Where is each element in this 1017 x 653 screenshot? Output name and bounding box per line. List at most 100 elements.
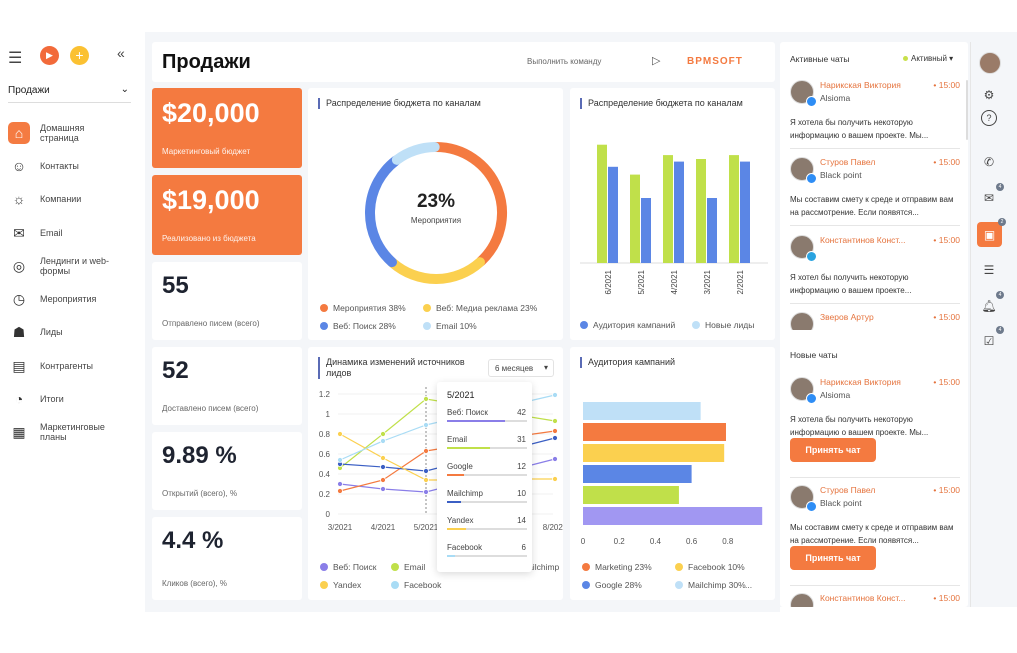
legend-item[interactable]: Mailchimp 30% — [675, 580, 746, 590]
sidebar-item[interactable]: ☗ Лиды — [8, 321, 110, 343]
data-point[interactable] — [423, 396, 429, 402]
legend-item[interactable]: Веб: Поиск 28% — [320, 321, 396, 331]
bar[interactable] — [663, 155, 673, 263]
data-point[interactable] — [552, 456, 558, 462]
chat-item[interactable]: Стуров Павел • 15:00 Black point Мы состави… — [790, 485, 960, 570]
help-icon[interactable]: ? — [981, 110, 997, 126]
legend-item[interactable]: Facebook 10% — [675, 562, 745, 572]
run-command-icon[interactable]: ▷ — [652, 55, 661, 67]
collapse-sidebar-icon[interactable]: « — [117, 45, 125, 61]
bar[interactable] — [696, 159, 706, 263]
settings-gear-icon[interactable]: ⚙ — [983, 88, 995, 102]
donut-slice[interactable] — [431, 142, 507, 267]
legend-item[interactable]: Веб: Медиа реклама 23% — [423, 303, 537, 313]
chat-item[interactable]: Константинов Конст... • 15:00 Я хотел бы п… — [790, 235, 960, 295]
data-point[interactable] — [337, 481, 343, 487]
data-point[interactable] — [380, 455, 386, 461]
bar[interactable] — [597, 144, 607, 263]
section-select[interactable]: Продажи ⌄ — [8, 84, 131, 96]
hamburger-menu-icon[interactable]: ☰ — [8, 50, 23, 67]
sidebar-item[interactable]: ◷ Мероприятия — [8, 288, 110, 310]
legend-item[interactable]: Google 28% — [582, 580, 642, 590]
donut-slice[interactable] — [387, 257, 486, 284]
chat-scrollbar[interactable] — [966, 80, 968, 140]
data-point[interactable] — [380, 486, 386, 492]
legend-item[interactable]: Facebook — [391, 580, 441, 590]
phone-icon[interactable]: ✆ — [983, 155, 995, 169]
accept-chat-button[interactable]: Принять чат — [790, 546, 876, 570]
bar[interactable] — [583, 507, 763, 525]
bar[interactable] — [583, 423, 726, 441]
data-point[interactable] — [380, 477, 386, 483]
x-tick-label: 2/2021 — [736, 269, 745, 294]
legend-item[interactable]: Аудитория кампаний — [580, 320, 675, 330]
data-point[interactable] — [552, 476, 558, 482]
data-point[interactable] — [552, 435, 558, 441]
chat-item[interactable]: Нарикская Виктория • 15:00 Alsioma Я хотела… — [790, 377, 960, 462]
bar[interactable] — [583, 402, 701, 420]
bell-icon[interactable]: 🔔︎ 4 — [978, 291, 1004, 317]
play-icon[interactable]: ▶ — [40, 46, 59, 65]
legend-more[interactable]: ... — [745, 580, 753, 590]
bar[interactable] — [630, 174, 640, 263]
period-value: 6 месяцев — [495, 364, 534, 373]
legend-item[interactable]: Email — [391, 562, 425, 572]
bar[interactable] — [583, 465, 692, 483]
bar[interactable] — [729, 155, 739, 263]
legend-item[interactable]: Marketing 23% — [582, 562, 652, 572]
data-point[interactable] — [380, 438, 386, 444]
donut-slice[interactable] — [391, 142, 440, 165]
data-point[interactable] — [380, 464, 386, 470]
add-icon[interactable]: + — [70, 46, 89, 65]
sidebar: ☰ ▶ + « Продажи ⌄ ⌂ Домашняя страница ☺ Конт… — [0, 30, 145, 610]
data-point[interactable] — [552, 392, 558, 398]
period-dropdown[interactable]: 6 месяцев ▾ — [488, 359, 554, 377]
legend-item[interactable]: Yandex — [320, 580, 361, 590]
legend-item[interactable]: Новые лиды — [692, 320, 754, 330]
data-point[interactable] — [423, 468, 429, 474]
accept-chat-button[interactable]: Принять чат — [790, 438, 876, 462]
sidebar-item[interactable]: ◎ Лендинги и web-формы — [8, 255, 110, 277]
sidebar-item[interactable]: ✉ Email — [8, 222, 110, 244]
legend-item[interactable]: Email 10% — [423, 321, 477, 331]
user-avatar[interactable] — [979, 52, 1001, 74]
legend-item[interactable]: Мероприятия 38% — [320, 303, 406, 313]
messenger-icon — [806, 173, 817, 184]
mail-icon[interactable]: ✉ 4 — [978, 183, 1004, 209]
sidebar-item[interactable]: ▤ Контрагенты — [8, 355, 110, 377]
legend-item[interactable]: Веб: Поиск — [320, 562, 376, 572]
sidebar-item[interactable]: ☼ Компании — [8, 188, 110, 210]
bar[interactable] — [674, 161, 684, 263]
data-point[interactable] — [552, 428, 558, 434]
sidebar-item[interactable]: ☺ Контакты — [8, 155, 110, 177]
bar[interactable] — [641, 198, 651, 263]
command-input[interactable]: Выполнить команду — [527, 57, 602, 66]
sidebar-item[interactable]: ▦ Маркетинговые планы — [8, 421, 110, 443]
bar[interactable] — [740, 161, 750, 263]
bar[interactable] — [707, 198, 717, 263]
data-point[interactable] — [380, 431, 386, 437]
donut-slice[interactable] — [365, 155, 401, 268]
bar[interactable] — [608, 166, 618, 263]
x-tick-label: 3/2021 — [328, 523, 353, 532]
bar[interactable] — [583, 486, 679, 504]
data-point[interactable] — [337, 457, 343, 463]
chat-item[interactable]: Стуров Павел • 15:00 Black point Мы состави… — [790, 157, 960, 217]
chat-item[interactable]: Зверов Артур • 15:00 — [790, 312, 960, 372]
tasks-check-icon[interactable]: ☑ 4 — [978, 326, 1004, 352]
data-point[interactable] — [423, 489, 429, 495]
sidebar-item[interactable]: ◔ Итоги — [8, 388, 110, 410]
chat-icon[interactable]: ▣ 2 — [977, 218, 1006, 247]
data-point[interactable] — [337, 488, 343, 494]
list-icon[interactable]: ☰ — [983, 263, 995, 277]
data-point[interactable] — [423, 422, 429, 428]
bar[interactable] — [583, 444, 725, 462]
data-point[interactable] — [423, 448, 429, 454]
data-point[interactable] — [423, 477, 429, 483]
x-tick-label: 8/2021 — [543, 523, 563, 532]
data-point[interactable] — [337, 431, 343, 437]
data-point[interactable] — [552, 418, 558, 424]
status-dropdown[interactable]: Активный ▾ — [903, 54, 953, 63]
sidebar-item[interactable]: ⌂ Домашняя страница — [8, 122, 110, 144]
chat-item[interactable]: Нарикская Виктория • 15:00 Alsioma Я хотела… — [790, 80, 960, 140]
